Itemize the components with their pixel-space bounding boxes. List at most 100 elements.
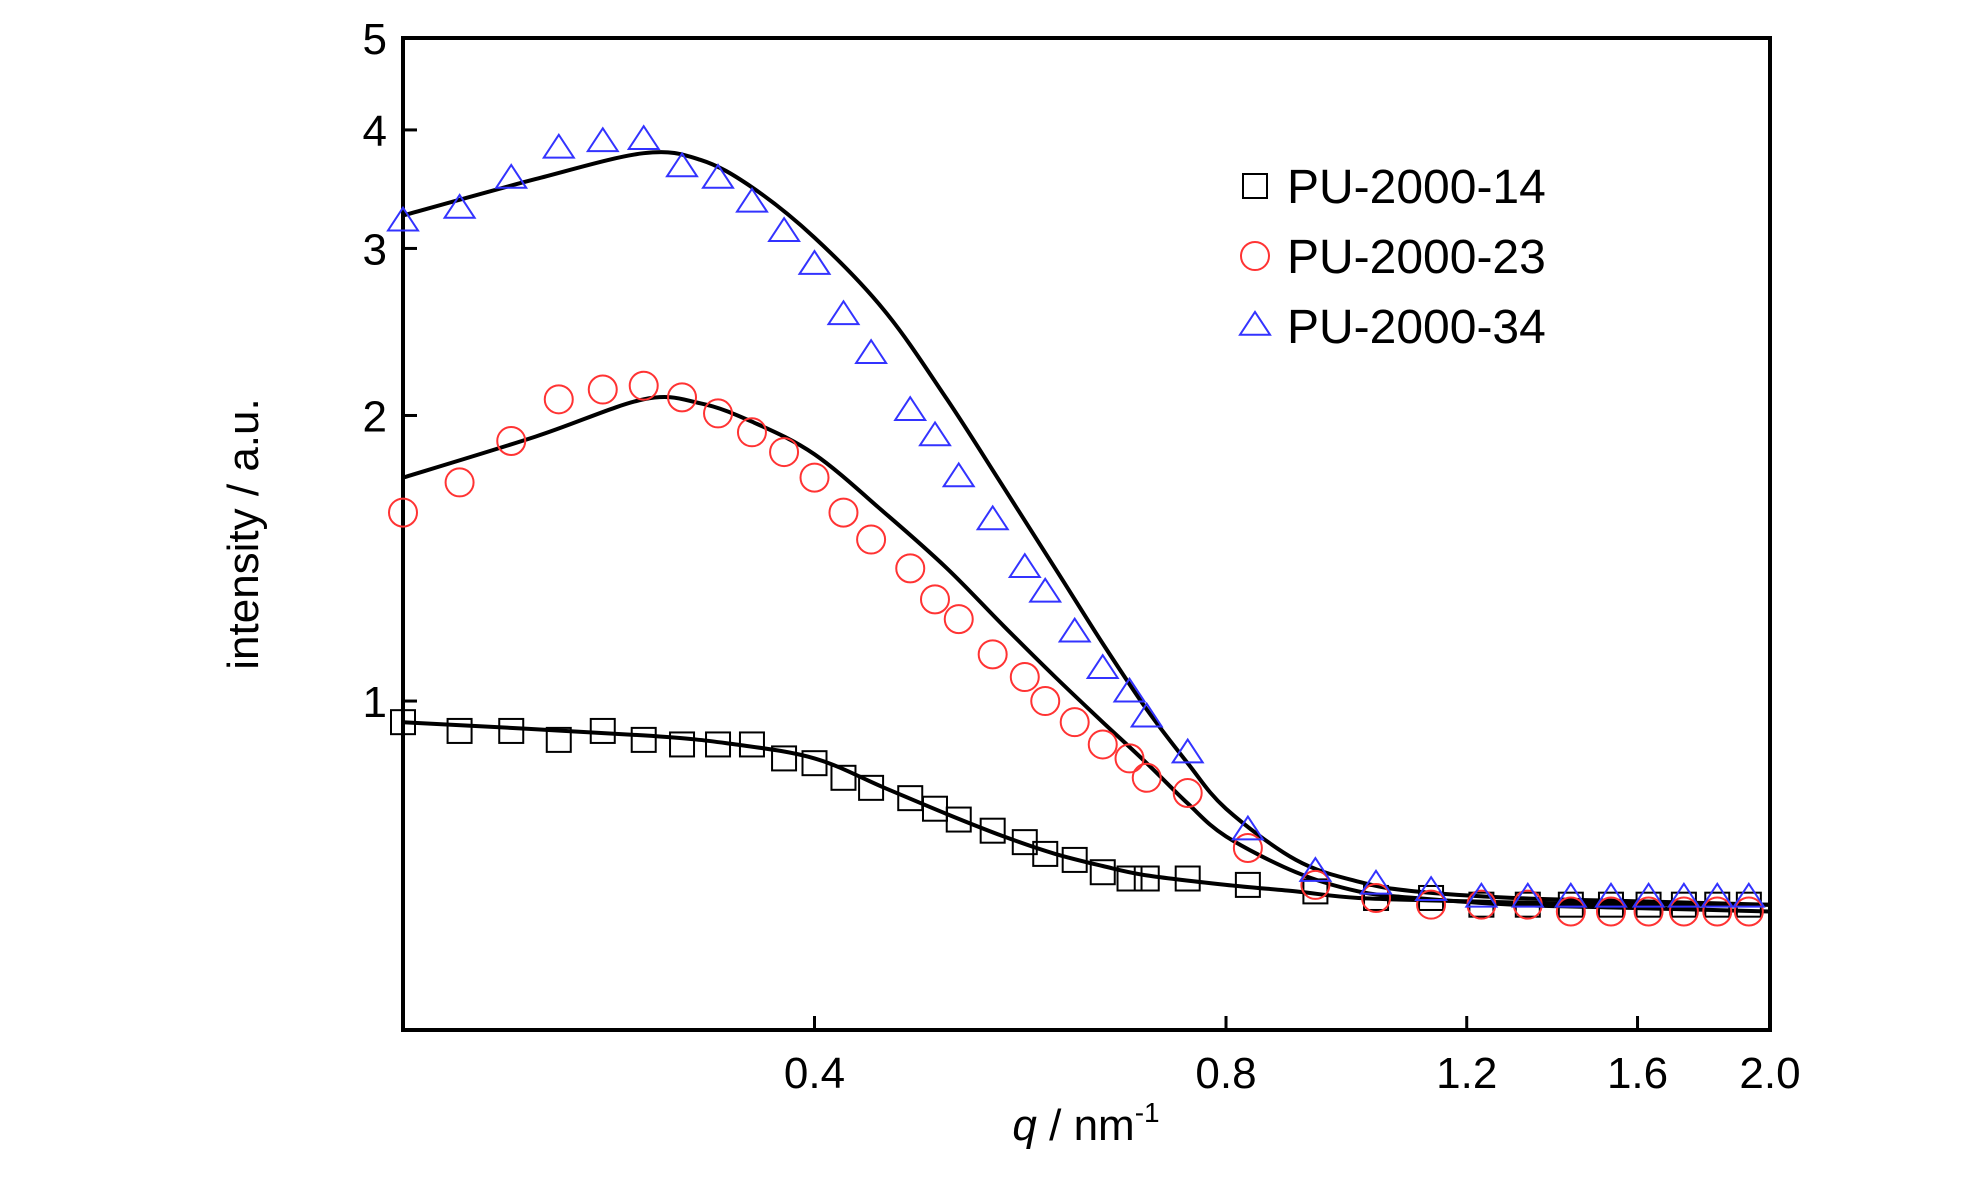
point-pu-2000-34-32 [1631, 881, 1666, 908]
x-tick-label-1: 0.8 [1195, 1049, 1256, 1098]
point-pu-2000-34-16 [975, 504, 1010, 531]
point-pu-2000-34-34 [1700, 881, 1735, 908]
point-pu-2000-14-2 [498, 717, 525, 744]
plot-frame [401, 36, 1772, 1032]
point-pu-2000-23-16 [977, 639, 1008, 670]
x-tick-label-0: 0.4 [784, 1049, 845, 1098]
point-pu-2000-23-34 [1702, 896, 1733, 927]
point-pu-2000-14-9 [771, 745, 798, 772]
point-pu-2000-14-10 [801, 750, 828, 777]
point-pu-2000-23-3 [543, 384, 574, 415]
point-pu-2000-23-19 [1059, 707, 1090, 738]
point-pu-2000-34-20 [1085, 653, 1120, 679]
point-pu-2000-23-15 [943, 604, 974, 635]
series-pu-2000-23 [388, 370, 1764, 927]
point-pu-2000-23-25 [1300, 869, 1331, 900]
fit-curves [402, 150, 1771, 914]
point-pu-2000-34-25 [1298, 856, 1333, 882]
data-markers [386, 124, 1766, 927]
x-tick-label-2: 1.2 [1436, 1049, 1497, 1098]
y-axis-label: intensity / a.u. [219, 398, 268, 669]
point-pu-2000-34-28 [1464, 881, 1499, 908]
point-pu-2000-14-23 [1174, 865, 1201, 892]
point-pu-2000-14-28 [1468, 891, 1495, 918]
point-pu-2000-23-27 [1416, 889, 1447, 920]
point-pu-2000-34-12 [854, 338, 888, 364]
point-pu-2000-23-6 [667, 382, 698, 413]
series-pu-2000-14 [390, 709, 1762, 918]
point-pu-2000-23-21 [1114, 743, 1145, 774]
point-pu-2000-23-26 [1361, 882, 1392, 913]
point-pu-2000-23-2 [496, 425, 527, 456]
point-pu-2000-23-22 [1131, 762, 1162, 793]
axis-ticks: 0.4 0.8 1.2 1.6 2.0 1 2 3 4 5 [363, 15, 1801, 1098]
point-pu-2000-34-5 [626, 124, 661, 150]
legend-label-pu-2000-23: PU-2000-23 [1287, 231, 1546, 284]
legend-marker-pu-2000-14 [1242, 173, 1268, 199]
point-pu-2000-34-3 [541, 132, 576, 159]
point-pu-2000-34-0 [386, 205, 420, 232]
point-pu-2000-34-33 [1667, 881, 1701, 908]
fit-line-pu-2000-34 [402, 150, 1771, 907]
point-pu-2000-23-10 [799, 462, 830, 493]
point-pu-2000-23-33 [1668, 896, 1699, 927]
y-tick-label-4: 5 [363, 15, 387, 64]
y-tick-label-3: 4 [363, 107, 387, 156]
y-tick-label-1: 2 [363, 392, 387, 441]
point-pu-2000-23-35 [1733, 896, 1764, 927]
legend-marker-pu-2000-23 [1240, 241, 1270, 271]
point-pu-2000-23-1 [444, 467, 475, 498]
series-pu-2000-34 [386, 124, 1766, 908]
x-tick-label-4: 2.0 [1739, 1049, 1800, 1098]
point-pu-2000-34-7 [701, 163, 735, 189]
x-tick-label-3: 1.6 [1607, 1049, 1668, 1098]
point-pu-2000-34-31 [1594, 881, 1628, 908]
x-axis-unit: / nm [1037, 1101, 1135, 1150]
point-pu-2000-34-22 [1129, 701, 1164, 728]
point-pu-2000-14-3 [545, 726, 572, 753]
point-pu-2000-34-24 [1231, 814, 1265, 841]
point-pu-2000-34-6 [665, 151, 699, 178]
point-pu-2000-14-15 [945, 806, 972, 833]
point-pu-2000-23-4 [587, 374, 618, 405]
point-pu-2000-14-26 [1363, 884, 1390, 911]
point-pu-2000-14-5 [630, 726, 657, 753]
point-pu-2000-14-18 [1032, 840, 1059, 867]
point-pu-2000-34-9 [767, 216, 801, 242]
point-pu-2000-23-23 [1172, 777, 1203, 808]
point-pu-2000-34-27 [1414, 875, 1448, 901]
point-pu-2000-34-35 [1731, 881, 1766, 908]
point-pu-2000-23-14 [919, 584, 950, 615]
point-pu-2000-23-9 [769, 437, 800, 468]
point-pu-2000-34-23 [1170, 737, 1205, 764]
point-pu-2000-34-18 [1028, 576, 1063, 603]
point-pu-2000-14-16 [979, 817, 1006, 844]
point-pu-2000-34-10 [797, 249, 832, 275]
point-pu-2000-34-21 [1112, 676, 1147, 703]
point-pu-2000-14-20 [1089, 859, 1116, 886]
point-pu-2000-14-21 [1116, 865, 1143, 892]
point-pu-2000-23-11 [828, 497, 859, 528]
point-pu-2000-23-7 [703, 398, 734, 429]
y-tick-label-2: 3 [363, 225, 387, 274]
point-pu-2000-14-6 [669, 731, 696, 758]
point-pu-2000-14-7 [705, 731, 732, 758]
point-pu-2000-23-18 [1030, 686, 1061, 717]
point-pu-2000-14-8 [738, 731, 765, 758]
legend-label-pu-2000-14: PU-2000-14 [1287, 161, 1546, 214]
point-pu-2000-34-15 [941, 461, 976, 488]
point-pu-2000-14-0 [390, 709, 416, 736]
fit-line-pu-2000-23 [402, 395, 1771, 914]
point-pu-2000-14-24 [1234, 871, 1261, 898]
x-axis-label: q / nm-1 [1012, 1097, 1159, 1150]
point-pu-2000-34-30 [1553, 881, 1588, 908]
point-pu-2000-34-29 [1510, 881, 1545, 908]
x-axis-symbol: q [1012, 1101, 1037, 1150]
point-pu-2000-14-19 [1061, 846, 1088, 873]
point-pu-2000-23-13 [895, 553, 926, 584]
point-pu-2000-34-19 [1057, 616, 1092, 643]
x-axis-unit-exponent: -1 [1135, 1097, 1160, 1128]
point-pu-2000-23-30 [1555, 896, 1586, 927]
legend: PU-2000-14 PU-2000-23 PU-2000-34 [1238, 161, 1546, 354]
